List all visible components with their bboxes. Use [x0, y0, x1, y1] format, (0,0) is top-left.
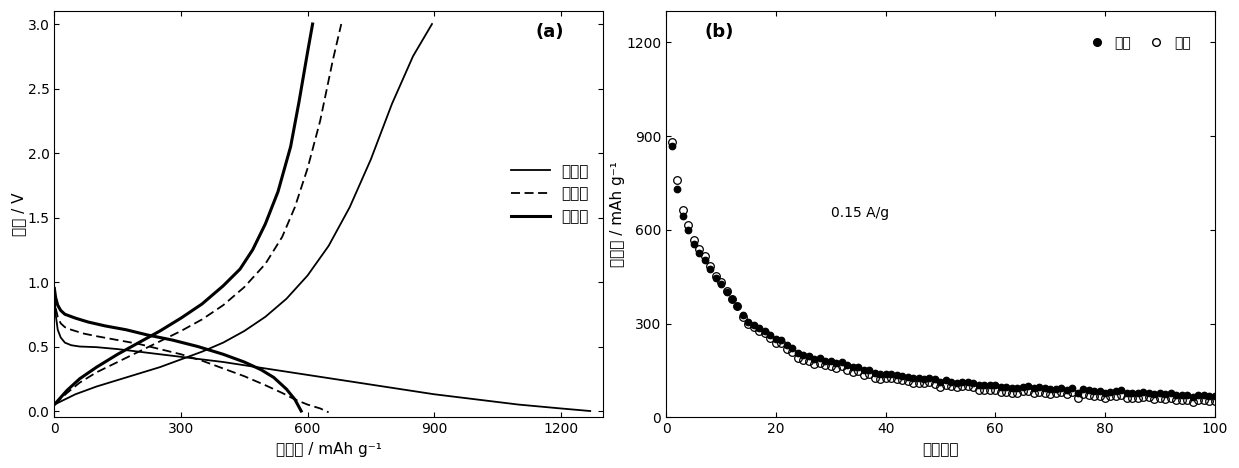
Legend: 第一圈, 第二圈, 第三圈: 第一圈, 第二圈, 第三圈: [506, 158, 595, 230]
Text: 0.15 A/g: 0.15 A/g: [830, 206, 888, 220]
Text: (b): (b): [705, 23, 733, 41]
Y-axis label: 比容量 / mAh g⁻¹: 比容量 / mAh g⁻¹: [610, 161, 624, 267]
Y-axis label: 电压 / V: 电压 / V: [11, 192, 26, 236]
X-axis label: 比容量 / mAh g⁻¹: 比容量 / mAh g⁻¹: [276, 442, 382, 457]
Text: (a): (a): [536, 23, 565, 41]
X-axis label: 循环次数: 循环次数: [922, 442, 959, 457]
Legend: 充电, 放电: 充电, 放电: [1077, 30, 1197, 55]
